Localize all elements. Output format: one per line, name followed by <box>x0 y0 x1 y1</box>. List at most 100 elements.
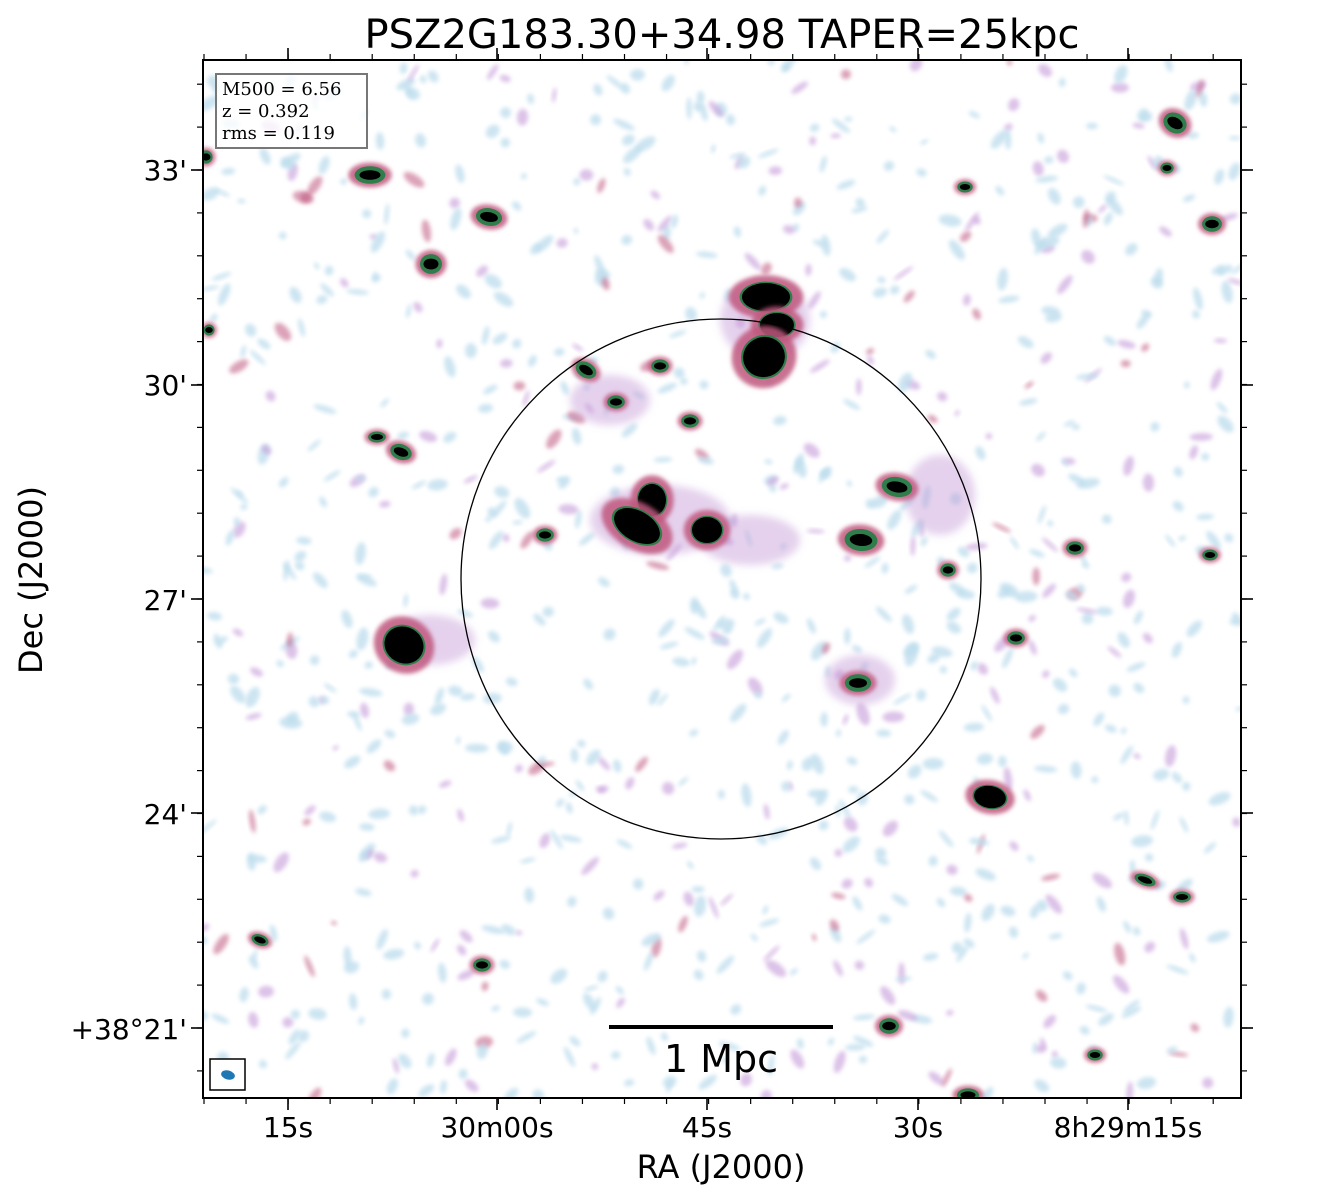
noise-blob <box>1081 250 1095 264</box>
noise-blob <box>623 1079 635 1087</box>
plot-title: PSZ2G183.30+34.98 TAPER=25kpc <box>365 12 1080 58</box>
noise-blob <box>1123 920 1132 934</box>
radio-source <box>1130 870 1160 890</box>
noise-blob <box>756 834 768 845</box>
noise-blob <box>1028 615 1036 622</box>
noise-blob <box>1136 312 1150 329</box>
noise-blob <box>691 657 697 666</box>
noise-blob <box>355 475 366 482</box>
noise-blob <box>405 249 416 261</box>
noise-blob <box>938 830 954 848</box>
noise-blob <box>1123 999 1140 1013</box>
noise-blob <box>313 572 328 589</box>
radio-source <box>837 524 885 556</box>
noise-blob <box>491 836 511 844</box>
noise-blob <box>307 176 323 196</box>
noise-blob <box>1029 549 1045 558</box>
noise-blob <box>375 132 385 150</box>
noise-blob <box>476 265 488 277</box>
noise-blob <box>1103 336 1116 346</box>
noise-blob <box>595 786 605 792</box>
noise-blob <box>286 711 299 724</box>
noise-blob <box>485 124 500 139</box>
noise-blob <box>487 507 497 518</box>
noise-blob <box>696 90 705 105</box>
noise-blob <box>843 555 852 562</box>
noise-blob <box>659 641 679 650</box>
radio-source <box>1003 628 1029 648</box>
noise-blob <box>641 933 661 947</box>
noise-blob <box>938 214 962 227</box>
radio-source <box>601 498 673 554</box>
noise-blob <box>699 380 709 390</box>
noise-blob <box>963 938 975 949</box>
radio-source <box>385 440 417 464</box>
noise-blob <box>297 1030 310 1042</box>
noise-blob <box>362 209 372 219</box>
noise-blob <box>678 776 689 787</box>
noise-blob <box>842 713 849 726</box>
noise-blob <box>438 962 447 983</box>
noise-blob <box>678 915 688 933</box>
noise-blob <box>767 1054 775 1077</box>
radio-source <box>1158 108 1192 138</box>
noise-blob <box>583 678 594 690</box>
y-tick-label: 30' <box>144 369 187 402</box>
noise-blob <box>768 60 775 66</box>
noise-blob <box>237 198 246 204</box>
radio-source <box>571 357 601 383</box>
source-core <box>1176 894 1188 900</box>
noise-blob <box>975 446 986 460</box>
noise-blob <box>1196 79 1204 98</box>
noise-blob <box>464 1079 479 1092</box>
source-core <box>614 507 660 545</box>
noise-blob <box>203 819 217 835</box>
noise-blob <box>364 661 373 669</box>
noise-blob <box>698 1074 717 1090</box>
noise-blob <box>258 985 274 998</box>
noise-blob <box>286 632 294 648</box>
noise-blob <box>721 1056 729 1064</box>
noise-blob <box>501 924 516 936</box>
noise-blob <box>252 949 258 961</box>
source-core <box>579 364 593 376</box>
x-tick-labels: 15s 30m00s 45s 30s 8h29m15s <box>263 1111 1202 1144</box>
noise-blob <box>1120 359 1131 368</box>
noise-blob <box>211 272 232 281</box>
noise-blob <box>836 179 856 190</box>
noise-blob <box>1063 420 1075 427</box>
source-core <box>974 785 1006 809</box>
noise-blob <box>1220 213 1238 222</box>
noise-blob <box>273 852 289 873</box>
noise-blob <box>851 206 868 213</box>
noise-blob <box>985 433 993 440</box>
radio-source <box>469 955 495 975</box>
source-core <box>886 481 908 493</box>
noise-blob <box>793 197 802 208</box>
plot-frame <box>202 59 1242 1099</box>
noise-blob <box>1008 926 1019 939</box>
noise-blob <box>957 546 970 558</box>
noise-blob <box>646 1036 656 1055</box>
noise-blob <box>368 808 391 820</box>
noise-blob <box>1068 668 1078 678</box>
noise-blob <box>621 235 633 245</box>
noise-blob <box>427 70 439 83</box>
noise-blob <box>296 536 312 545</box>
noise-blob <box>657 234 674 254</box>
noise-blob <box>691 886 705 893</box>
noise-blob <box>1057 703 1070 715</box>
noise-blob <box>498 741 509 756</box>
noise-blob <box>436 339 443 349</box>
noise-blob <box>658 619 675 638</box>
noise-blob <box>725 114 736 126</box>
noise-blob <box>1032 1041 1038 1054</box>
noise-blob <box>809 123 820 133</box>
radio-source <box>1169 889 1195 905</box>
noise-blob <box>571 427 582 445</box>
noise-blob <box>616 839 633 849</box>
noise-blob <box>500 137 511 148</box>
noise-blob <box>661 75 675 92</box>
noise-blob <box>1028 640 1037 656</box>
source-core <box>423 258 439 270</box>
